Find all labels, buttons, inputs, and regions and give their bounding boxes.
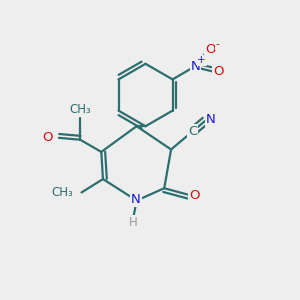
Text: CH₃: CH₃ [69, 103, 91, 116]
Text: -: - [216, 39, 220, 49]
Text: CH₃: CH₃ [52, 186, 73, 199]
Text: O: O [42, 131, 53, 144]
Text: N: N [190, 59, 200, 73]
Text: O: O [213, 65, 224, 79]
Text: +: + [197, 56, 206, 65]
Text: O: O [189, 190, 200, 202]
Text: N: N [206, 112, 215, 125]
Text: N: N [131, 194, 141, 206]
Text: H: H [129, 216, 138, 229]
Text: C: C [188, 125, 197, 138]
Text: O: O [206, 43, 216, 56]
